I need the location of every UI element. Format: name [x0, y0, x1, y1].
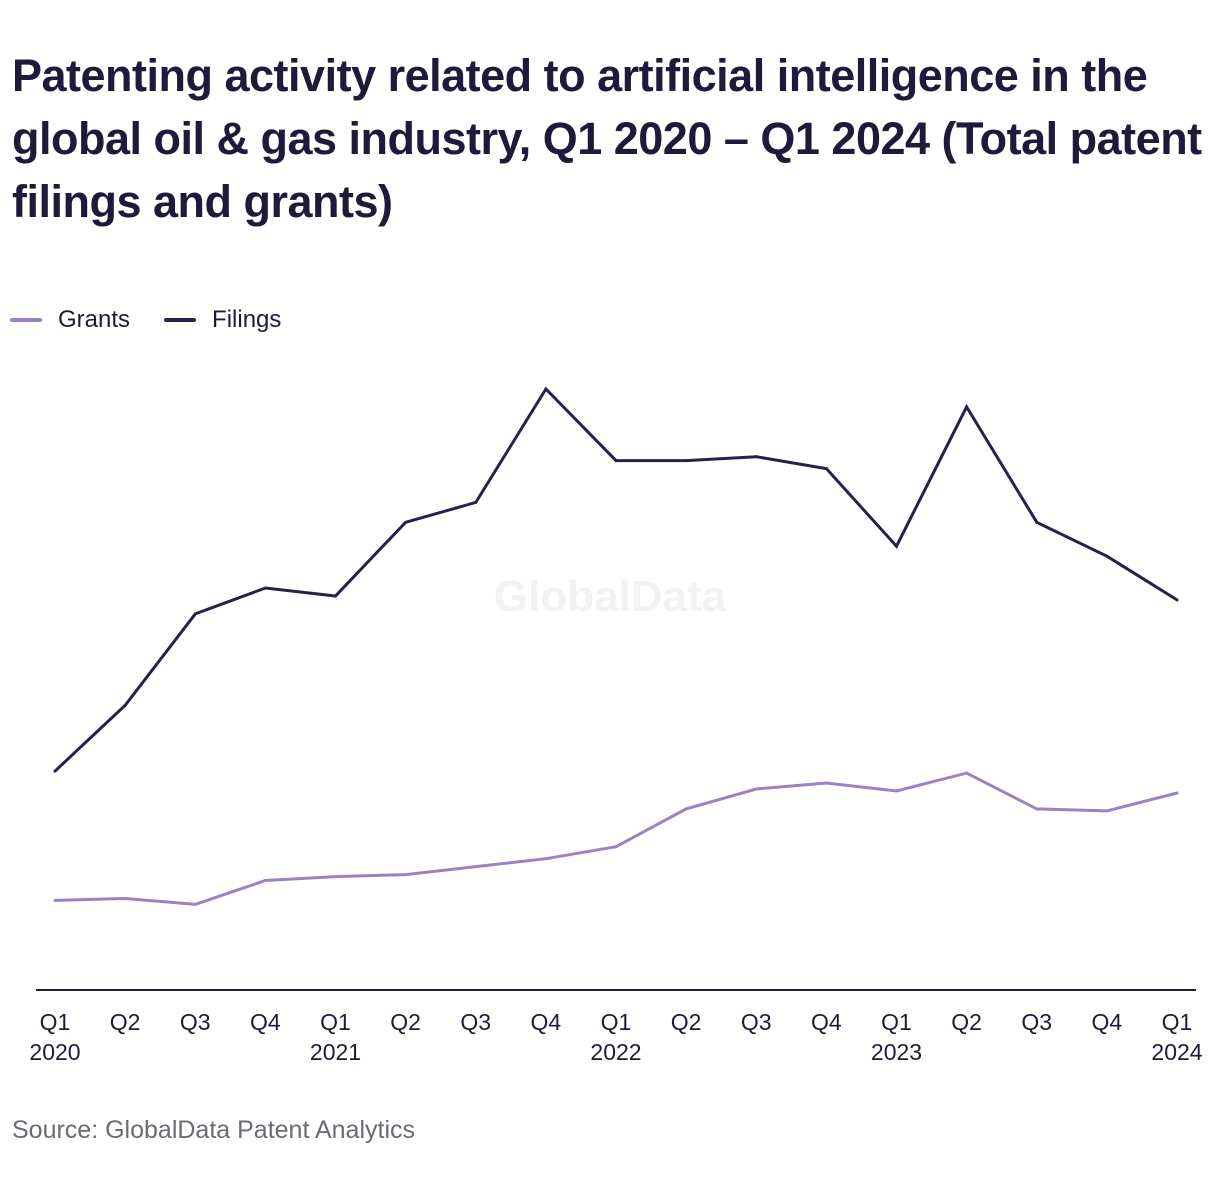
data-point-filings	[754, 455, 758, 459]
data-point-filings	[544, 387, 548, 391]
x-tick-label: Q1	[881, 1009, 912, 1035]
source-note: Source: GlobalData Patent Analytics	[12, 1116, 416, 1144]
x-tick-label: Q1	[320, 1009, 351, 1035]
line-chart: GlobalData Q1 2020 Q2 Q3 Q4 Q1 2021 Q2 Q3 Q4 Q1 202…	[29, 386, 1203, 1065]
data-point-grants	[404, 873, 408, 877]
data-point-filings	[53, 769, 57, 773]
data-point-filings	[1105, 554, 1109, 558]
data-point-filings	[895, 544, 898, 548]
data-point-grants	[1035, 807, 1039, 811]
data-point-filings	[684, 459, 688, 463]
data-point-grants	[684, 807, 688, 811]
data-point-filings	[123, 703, 127, 707]
data-point-grants	[824, 781, 828, 785]
data-point-grants	[544, 857, 548, 861]
data-point-filings	[334, 594, 337, 598]
legend: Grants Filings	[10, 306, 315, 334]
x-axis-ticks: Q1 2020 Q2 Q3 Q4 Q1 2021 Q2 Q3 Q4 Q1 2022 Q2 Q3 Q4 Q1 20…	[29, 1009, 1202, 1065]
data-point-grants	[1175, 791, 1179, 795]
data-point-grants	[474, 865, 478, 869]
plot-area	[53, 386, 1179, 906]
chart-title: Patenting activity related to artificial…	[12, 50, 1202, 227]
data-point-grants	[754, 787, 758, 791]
data-point-grants	[965, 771, 969, 775]
x-tick-year-label: 2020	[29, 1039, 80, 1065]
data-point-filings	[965, 405, 969, 409]
data-point-filings	[1175, 598, 1179, 602]
data-point-filings	[824, 467, 828, 471]
data-point-filings	[263, 586, 267, 590]
data-point-grants	[334, 875, 337, 879]
watermark: GlobalData	[494, 572, 727, 621]
series-line-grants	[54, 771, 1178, 906]
x-tick-label: Q1	[601, 1009, 632, 1035]
data-point-grants	[193, 902, 197, 906]
x-tick-label: Q1	[40, 1009, 71, 1035]
x-tick-label: Q4	[531, 1009, 562, 1035]
legend-label-filings: Filings	[212, 306, 282, 333]
x-tick-label: Q3	[741, 1009, 772, 1035]
data-point-grants	[123, 896, 127, 900]
x-tick-label: Q2	[671, 1009, 702, 1035]
data-point-grants	[895, 789, 898, 793]
x-tick-label: Q4	[811, 1009, 842, 1035]
x-tick-label: Q1	[1162, 1009, 1193, 1035]
data-point-grants	[1105, 809, 1109, 813]
x-tick-label: Q4	[250, 1009, 281, 1035]
legend-item-filings: Filings	[164, 306, 281, 334]
data-point-grants	[614, 845, 618, 849]
data-point-filings	[1035, 520, 1039, 524]
x-tick-label: Q3	[460, 1009, 491, 1035]
data-point-filings	[193, 612, 197, 616]
data-point-filings	[404, 520, 408, 524]
x-tick-label: Q2	[110, 1009, 141, 1035]
data-point-grants	[263, 879, 267, 883]
data-point-filings	[614, 459, 618, 463]
legend-label-grants: Grants	[58, 306, 131, 333]
x-tick-year-label: 2021	[310, 1039, 361, 1065]
x-tick-year-label: 2024	[1151, 1039, 1202, 1065]
x-tick-year-label: 2023	[871, 1039, 922, 1065]
x-tick-label: Q3	[1021, 1009, 1052, 1035]
x-tick-label: Q2	[951, 1009, 982, 1035]
x-tick-label: Q2	[390, 1009, 421, 1035]
x-tick-year-label: 2022	[590, 1039, 641, 1065]
legend-swatch-filings	[164, 318, 197, 322]
data-point-filings	[474, 500, 478, 504]
x-tick-label: Q3	[180, 1009, 211, 1035]
legend-item-grants: Grants	[10, 306, 130, 334]
x-tick-label: Q4	[1092, 1009, 1123, 1035]
data-point-grants	[53, 898, 57, 902]
legend-swatch-grants	[10, 318, 42, 322]
